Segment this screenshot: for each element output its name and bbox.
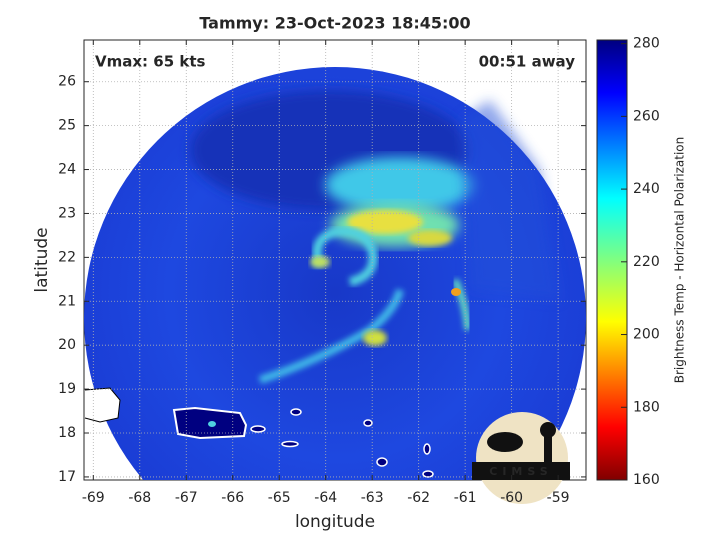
x-tick-label: -64 bbox=[314, 490, 337, 506]
y-tick-label: 18 bbox=[58, 425, 76, 441]
y-tick-label: 23 bbox=[58, 205, 76, 221]
x-tick-label: -68 bbox=[128, 490, 151, 506]
y-tick-label: 17 bbox=[58, 469, 76, 485]
colorbar-tick-label: 240 bbox=[633, 181, 660, 197]
x-tick-label: -60 bbox=[500, 490, 523, 506]
x-axis-label: longitude bbox=[295, 512, 375, 532]
x-tick-label: -66 bbox=[221, 490, 244, 506]
y-tick-label: 25 bbox=[58, 118, 76, 134]
x-tick-label: -61 bbox=[454, 490, 477, 506]
chart-title: Tammy: 23-Oct-2023 18:45:00 bbox=[199, 14, 470, 33]
y-tick-label: 21 bbox=[58, 293, 76, 309]
colorbar-tick-label: 180 bbox=[633, 399, 660, 415]
x-tick-label: -62 bbox=[407, 490, 430, 506]
annotation: Vmax: 65 kts bbox=[95, 53, 205, 71]
x-tick-label: -69 bbox=[82, 490, 105, 506]
colorbar-tick-label: 160 bbox=[633, 472, 660, 488]
y-tick-label: 26 bbox=[58, 74, 76, 90]
y-axis-label: latitude bbox=[32, 227, 52, 292]
x-tick-label: -65 bbox=[268, 490, 291, 506]
y-tick-label: 20 bbox=[58, 337, 76, 353]
colorbar-label: Brightness Temp - Horizontal Polarizatio… bbox=[673, 137, 687, 384]
y-tick-label: 19 bbox=[58, 381, 76, 397]
logo-text: CIMSS bbox=[489, 465, 552, 478]
y-tick-label: 22 bbox=[58, 249, 76, 265]
colorbar-tick-label: 280 bbox=[633, 36, 660, 52]
x-tick-label: -63 bbox=[361, 490, 384, 506]
y-tick-label: 24 bbox=[58, 162, 76, 178]
grid bbox=[84, 40, 586, 480]
colorbar-tick-label: 200 bbox=[633, 327, 660, 343]
colorbar-tick-label: 260 bbox=[633, 108, 660, 124]
colorbar bbox=[596, 39, 628, 481]
annotation: 00:51 away bbox=[479, 53, 576, 71]
x-tick-label: -59 bbox=[547, 490, 570, 506]
colorbar-tick-label: 220 bbox=[633, 254, 660, 270]
logo: CIMSS bbox=[472, 412, 570, 504]
swath-image bbox=[84, 67, 586, 480]
x-tick-label: -67 bbox=[175, 490, 198, 506]
